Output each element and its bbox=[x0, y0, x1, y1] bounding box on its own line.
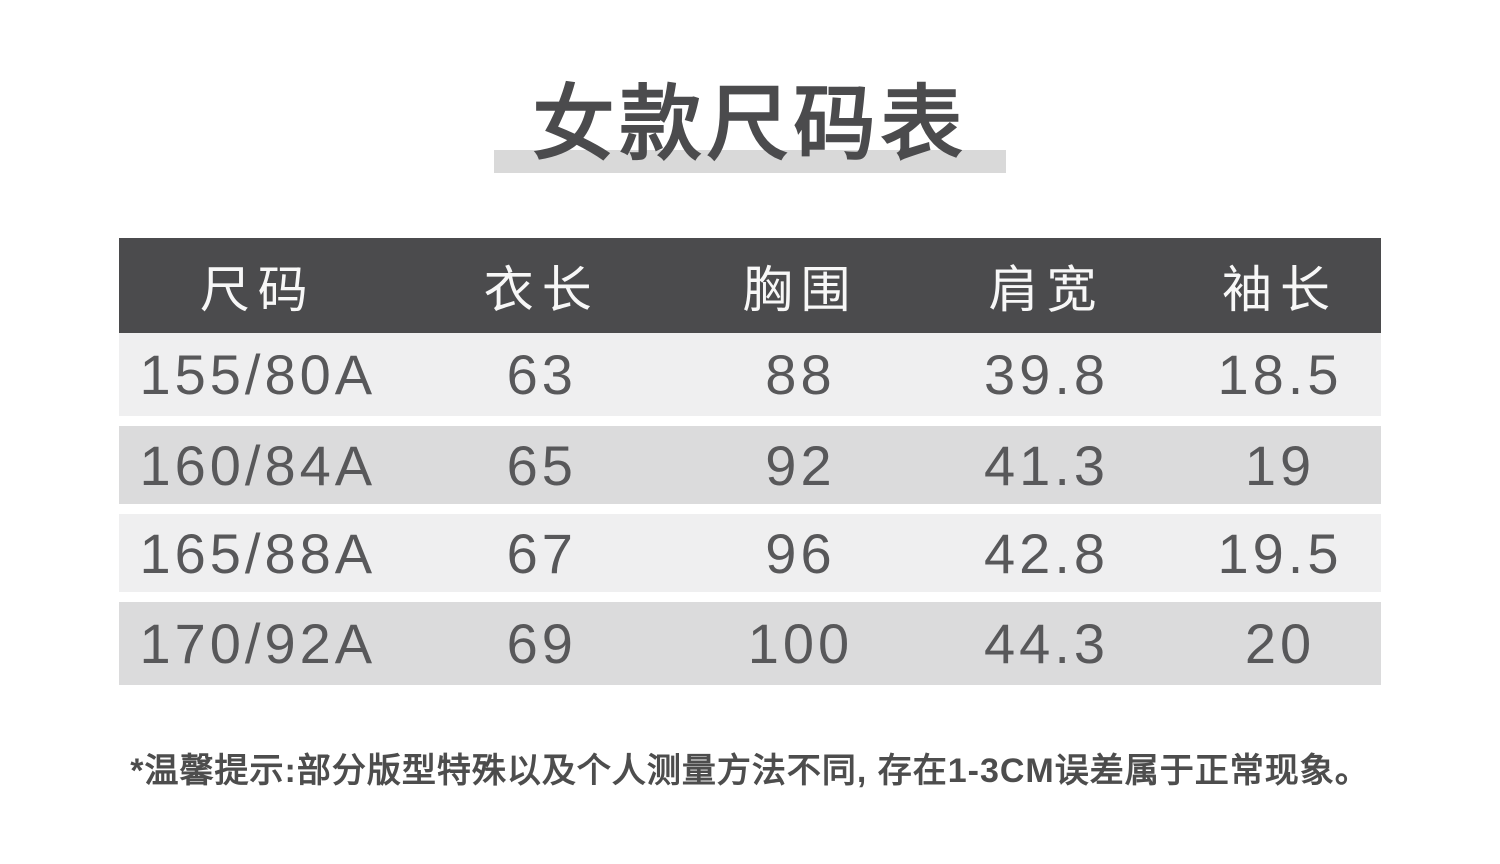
shoulder-cell: 39.8 bbox=[914, 333, 1180, 421]
col-header-size: 尺码 bbox=[119, 238, 397, 333]
header-row: 尺码 衣长 胸围 肩宽 袖长 bbox=[119, 238, 1381, 333]
size-cell: 155/80A bbox=[119, 333, 397, 421]
sleeve-cell: 19.5 bbox=[1179, 504, 1381, 597]
size-cell: 170/92A bbox=[119, 592, 397, 685]
col-header-length: 衣长 bbox=[396, 238, 687, 333]
length-cell: 67 bbox=[396, 504, 687, 597]
col-header-bust: 胸围 bbox=[686, 238, 915, 333]
page-title: 女款尺码表 bbox=[493, 84, 1006, 173]
length-cell: 69 bbox=[396, 592, 687, 685]
table-row: 160/84A 65 92 41.3 19 bbox=[119, 416, 1381, 509]
length-cell: 65 bbox=[396, 416, 687, 509]
table-row: 155/80A 63 88 39.8 18.5 bbox=[119, 333, 1381, 421]
disclaimer-note: *温馨提示:部分版型特殊以及个人测量方法不同, 存在1-3CM误差属于正常现象。 bbox=[130, 752, 1370, 790]
length-cell: 63 bbox=[396, 333, 687, 421]
size-table: 尺码 衣长 胸围 肩宽 袖长 155/80A 63 88 39.8 18.5 1… bbox=[119, 238, 1381, 685]
size-table-body: 155/80A 63 88 39.8 18.5 160/84A 65 92 41… bbox=[119, 333, 1381, 685]
size-cell: 160/84A bbox=[119, 416, 397, 509]
sleeve-cell: 19 bbox=[1179, 416, 1381, 509]
sleeve-cell: 18.5 bbox=[1179, 333, 1381, 421]
table-row: 170/92A 69 100 44.3 20 bbox=[119, 592, 1381, 685]
bust-cell: 88 bbox=[686, 333, 915, 421]
bust-cell: 100 bbox=[686, 592, 915, 685]
page-header: 女款尺码表 bbox=[0, 0, 1500, 173]
shoulder-cell: 44.3 bbox=[914, 592, 1180, 685]
bust-cell: 92 bbox=[686, 416, 915, 509]
size-table-head: 尺码 衣长 胸围 肩宽 袖长 bbox=[119, 238, 1381, 333]
size-cell: 165/88A bbox=[119, 504, 397, 597]
col-header-shoulder: 肩宽 bbox=[914, 238, 1180, 333]
title-highlight-bar bbox=[493, 150, 1006, 173]
col-header-sleeve: 袖长 bbox=[1179, 238, 1381, 333]
shoulder-cell: 41.3 bbox=[914, 416, 1180, 509]
bust-cell: 96 bbox=[686, 504, 915, 597]
table-row: 165/88A 67 96 42.8 19.5 bbox=[119, 504, 1381, 597]
page-title-text: 女款尺码表 bbox=[532, 79, 968, 170]
shoulder-cell: 42.8 bbox=[914, 504, 1180, 597]
sleeve-cell: 20 bbox=[1179, 592, 1381, 685]
